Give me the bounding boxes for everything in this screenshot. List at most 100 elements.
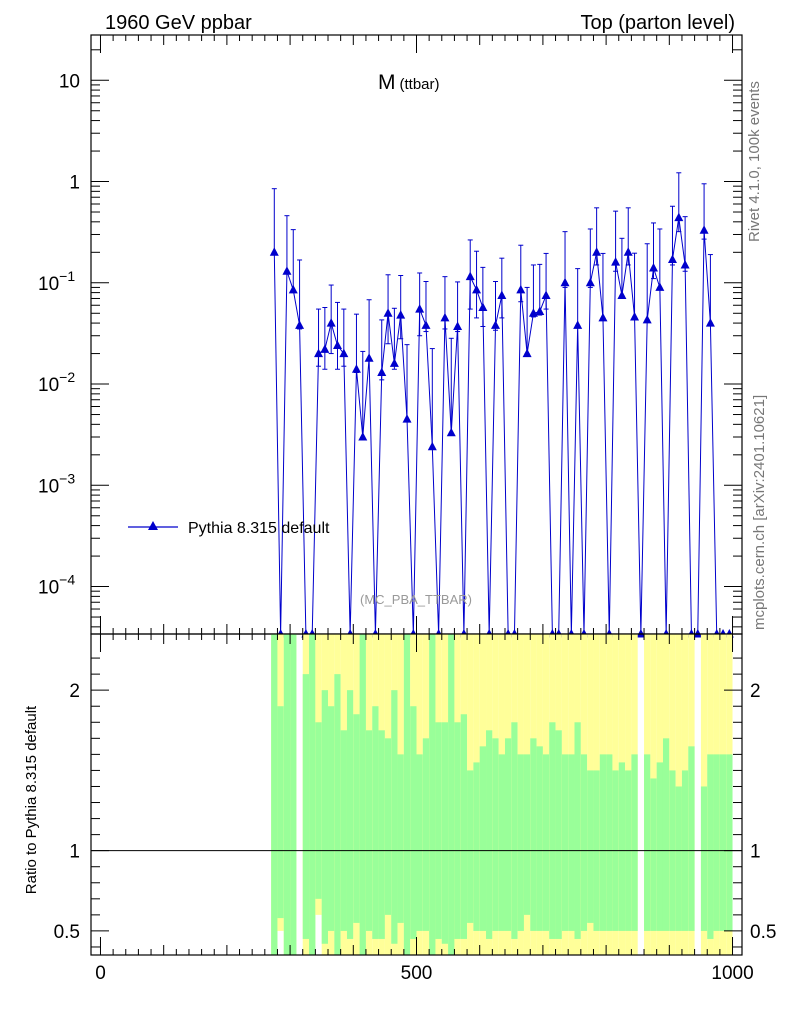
ratio-inner-band [365,730,373,931]
ratio-inner-band [504,738,512,931]
ratio-y-tick-label: 2 [69,681,80,702]
ratio-inner-band [346,690,354,939]
ratio-inner-band [454,722,461,939]
ratio-inner-band [309,634,316,955]
ratio-inner-band [644,754,651,931]
ratio-inner-band [662,738,670,931]
data-point [339,348,349,358]
data-point [636,629,646,638]
ratio-inner-band [416,754,423,931]
data-point [269,247,279,256]
ratio-y-tick-label-right: 2 [750,681,761,702]
ratio-inner-band [656,762,663,931]
data-point [358,431,368,441]
ratio-inner-band [391,690,398,944]
ratio-inner-band [429,634,436,955]
data-point [478,302,488,312]
ratio-inner-band [467,770,474,923]
ratio-ylabel: Ratio to Pythia 8.315 default [23,705,40,894]
chart-title: M (ttbar) [378,71,440,94]
ratio-inner-band [511,722,518,939]
y-tick-label: 10−1 [38,268,75,295]
header-left: 1960 GeV ppbar [105,12,252,34]
mcplots-label: mcplots.cern.ch [arXiv:2401.10621] [751,395,768,630]
ratio-inner-band [568,754,575,931]
data-point [427,441,437,451]
ratio-inner-band [448,634,455,955]
ratio-inner-band [277,706,284,919]
ratio-inner-band [726,754,733,931]
data-point [326,318,336,327]
ratio-y-tick-label: 1 [69,842,80,863]
data-point [680,259,690,269]
data-point [516,284,526,294]
data-point [415,304,425,313]
ratio-inner-band [498,754,505,931]
data-point [623,247,633,256]
ratio-inner-band [517,754,524,931]
ratio-inner-band [403,634,411,955]
ratio-inner-band [707,754,714,939]
data-point [288,284,298,294]
data-point [320,344,330,353]
ratio-inner-band [397,754,404,923]
ratio-inner-band [719,754,727,931]
ratio-inner-band [334,674,341,955]
legend: Pythia 8.315 default [128,520,330,537]
data-point [598,312,608,322]
ratio-inner-band [580,754,588,931]
y-tick-label: 10−2 [38,369,75,396]
y-tick-label: 10 [59,71,80,92]
data-point [314,348,324,358]
ratio-inner-band [321,690,329,944]
title-sub: (ttbar) [400,76,440,93]
ratio-plot: 0 500 1000 2 2 1 1 0.5 0.5 [54,633,776,984]
ratio-inner-band [384,738,392,915]
data-point [446,427,456,437]
ratio-inner-band [328,706,335,931]
data-point [699,225,709,234]
data-point [396,310,406,319]
ratio-inner-band [410,706,417,939]
analysis-id: (MC_PBA_TTBAR) [360,592,472,607]
data-point [573,320,583,329]
y-tick-label: 1 [69,173,80,194]
y-tick-label: 10−4 [38,572,75,599]
data-point [522,348,532,358]
data-point [491,320,501,329]
ratio-y-tick-label: 0.5 [54,922,80,943]
x-tick-label: 1000 [711,963,753,984]
data-point [560,277,570,287]
data-point [705,318,715,327]
ratio-inner-band [675,786,682,931]
ratio-inner-band [523,754,531,915]
ratio-inner-band [688,746,695,931]
ratio-inner-band [599,754,607,931]
data-point [453,321,463,331]
ratio-inner-band [631,754,638,931]
data-point [472,284,482,294]
data-point [332,340,342,350]
data-point [282,266,292,275]
ratio-inner-band [618,762,626,931]
data-point [377,367,387,377]
main-frame [90,34,743,635]
ratio-inner-band [302,674,310,939]
ratio-inner-band [460,714,468,939]
ratio-inner-band [359,634,366,955]
data-point [611,257,621,266]
y-tick-label: 10−3 [38,470,75,497]
data-point [674,212,684,222]
ratio-inner-band [441,722,449,944]
main-plot: 10 1 10−1 10−2 10−3 10−4 [38,34,743,638]
data-point [655,282,665,291]
ratio-inner-band [492,738,499,931]
rivet-label: Rivet 4.1.0, 100k events [746,81,763,242]
data-point [465,271,475,281]
ratio-inner-band [283,634,291,955]
ratio-inner-band [650,778,657,931]
ratio-inner-band [555,730,562,939]
data-point [421,320,431,329]
data-point [383,308,393,317]
ratio-inner-band [271,634,278,955]
